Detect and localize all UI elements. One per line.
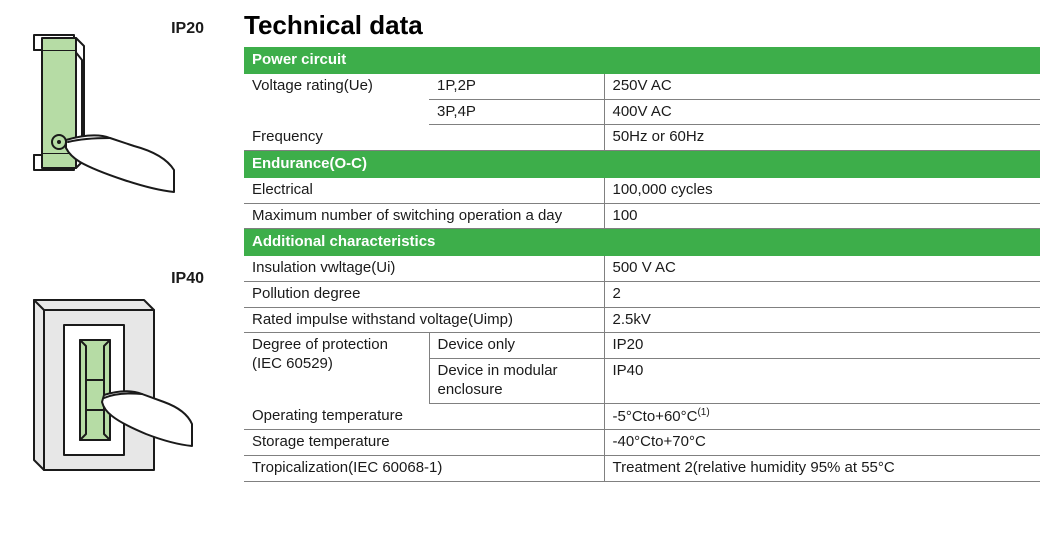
- ip40-illustration: IP40: [14, 270, 244, 490]
- section-header: Additional characteristics: [244, 229, 1040, 256]
- illustrations-column: IP20: [14, 10, 244, 530]
- table-row: Frequency 50Hz or 60Hz: [244, 125, 1040, 151]
- table-row: Rated impulse withstand voltage(Uimp) 2.…: [244, 307, 1040, 333]
- table-row: Maximum number of switching operation a …: [244, 203, 1040, 229]
- table-row: Insulation vwltage(Ui) 500 V AC: [244, 256, 1040, 281]
- section-header: Power circuit: [244, 47, 1040, 74]
- op-temp-value: -5°Cto+60°C(1): [604, 403, 1040, 430]
- ip40-label: IP40: [171, 270, 204, 288]
- page-title: Technical data: [244, 10, 1040, 41]
- spec-table-column: Technical data Power circuit Voltage rat…: [244, 10, 1040, 530]
- technical-data-table: Power circuit Voltage rating(Ue) 1P,2P 2…: [244, 47, 1040, 482]
- table-row: Voltage rating(Ue) 1P,2P 250V AC: [244, 74, 1040, 99]
- table-row: Pollution degree 2: [244, 281, 1040, 307]
- table-row: Degree of protection (IEC 60529) Device …: [244, 333, 1040, 359]
- table-row: Storage temperature -40°Cto+70°C: [244, 430, 1040, 456]
- ip20-illustration: IP20: [14, 20, 244, 220]
- ip20-label: IP20: [171, 20, 204, 38]
- enclosure-module-icon: [14, 270, 194, 490]
- section-header: Endurance(O-C): [244, 151, 1040, 178]
- din-module-icon: [14, 20, 184, 220]
- table-row: Electrical 100,000 cycles: [244, 178, 1040, 203]
- table-row: Tropicalization(IEC 60068-1) Treatment 2…: [244, 456, 1040, 482]
- table-row: Operating temperature -5°Cto+60°C(1): [244, 403, 1040, 430]
